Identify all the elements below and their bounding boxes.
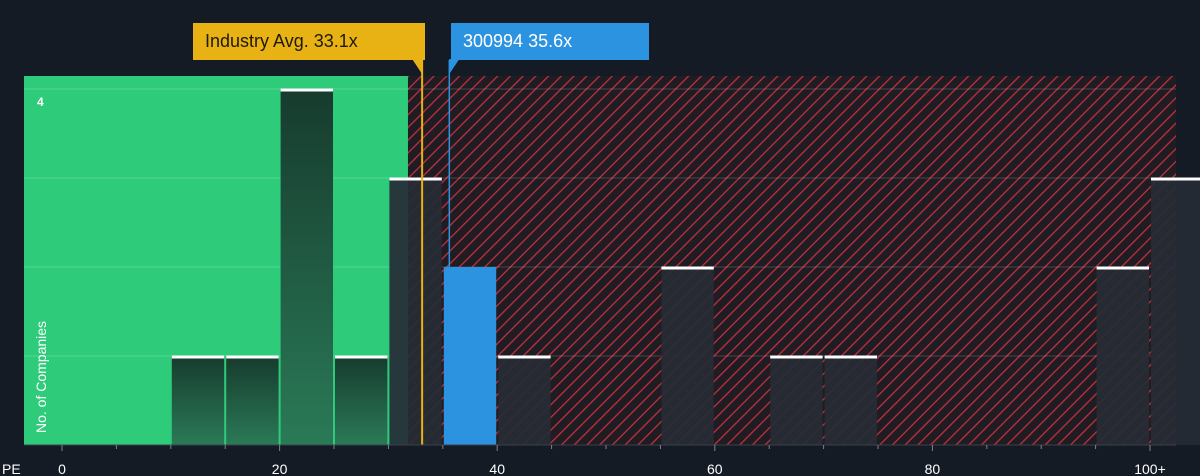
histogram-bar (171, 356, 225, 445)
x-tick-label: 100+ (1134, 461, 1166, 476)
histogram-bar (389, 178, 442, 445)
y-axis-title: No. of Companies (33, 321, 49, 433)
histogram-bar (1151, 178, 1200, 445)
x-axis-title: PE (2, 461, 21, 476)
x-tick-label: 80 (925, 461, 941, 476)
x-tick-label: 40 (489, 461, 505, 476)
x-tick-label: 0 (58, 461, 66, 476)
histogram-bar (226, 356, 279, 445)
x-tick-label: 20 (272, 461, 288, 476)
industry-average-callout: Industry Avg. 33.1x (193, 23, 425, 60)
company-callout-pointer (449, 59, 460, 74)
company-pe-callout: 300994 35.6x (451, 23, 649, 60)
industry-callout-pointer (412, 59, 423, 74)
histogram-bar (280, 89, 333, 445)
histogram-bar (498, 356, 551, 445)
histogram-bar (770, 356, 823, 445)
histogram-bar (824, 356, 877, 445)
x-tick-label: 60 (707, 461, 723, 476)
y-tick-label: 4 (37, 95, 44, 109)
histogram-bar (335, 356, 388, 445)
histogram-bar (661, 267, 714, 445)
histogram-bar (443, 267, 497, 445)
histogram-bar (1096, 267, 1149, 445)
